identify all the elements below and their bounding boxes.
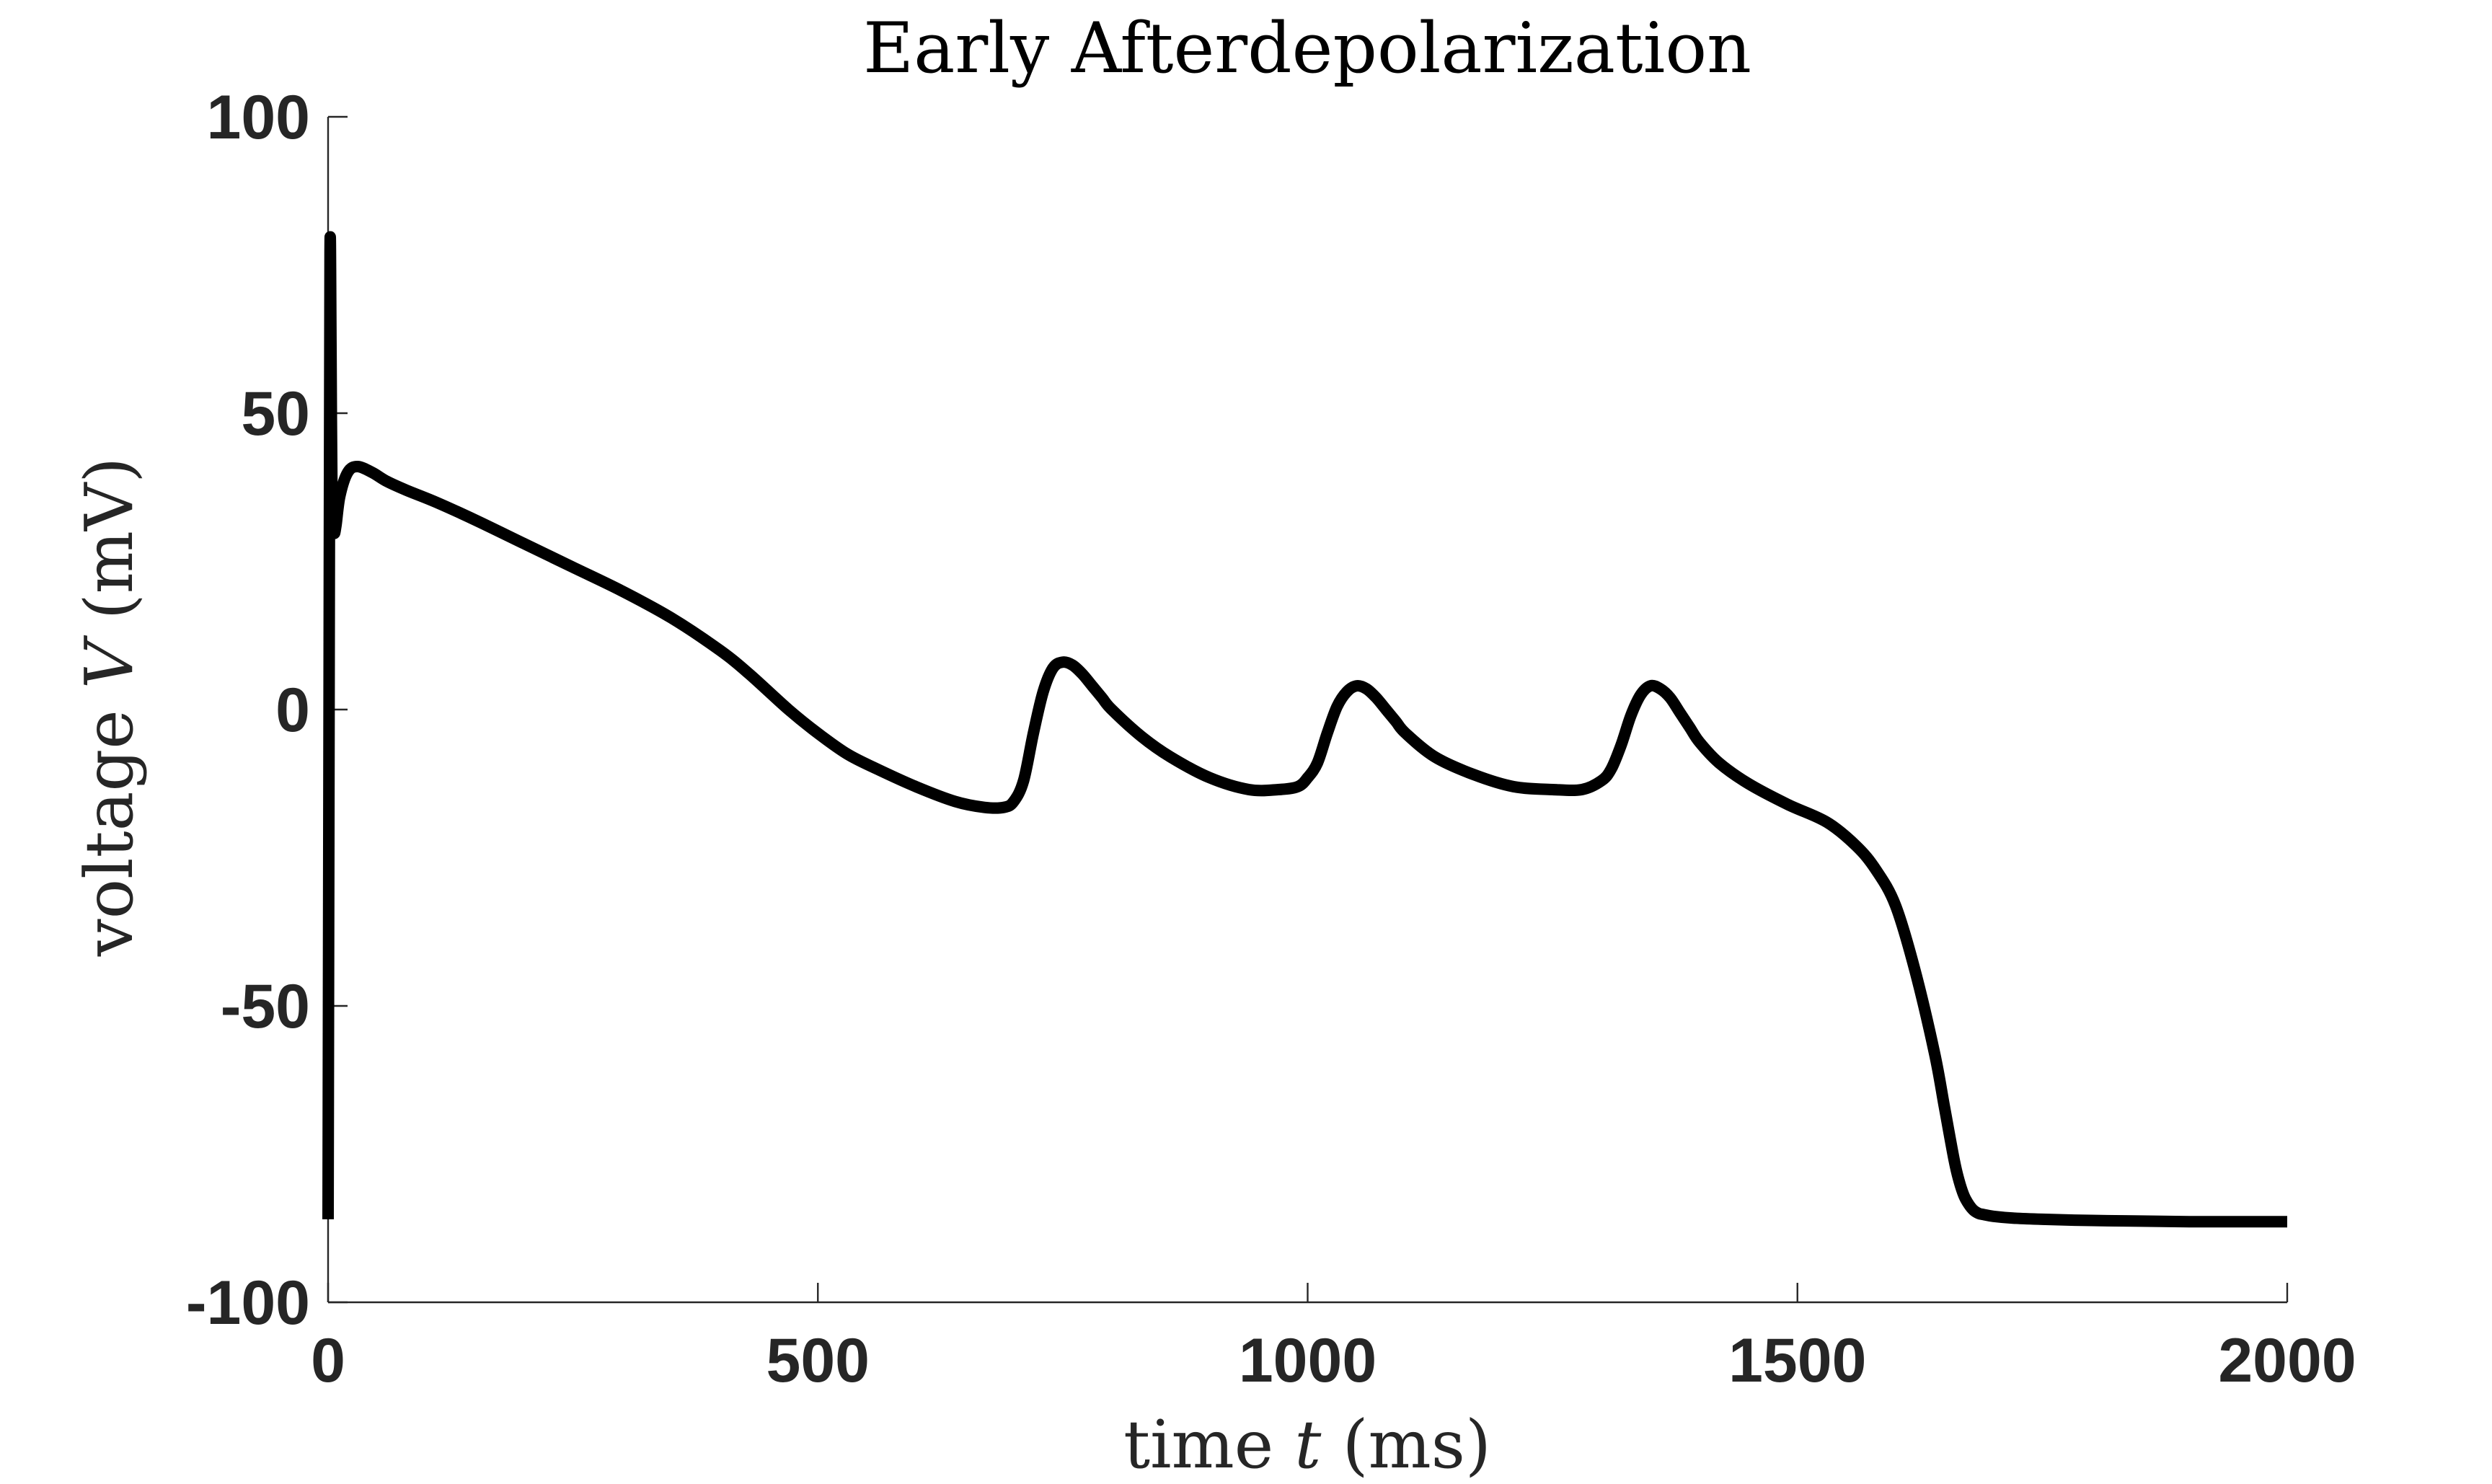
x-axis-label: time t (ms) <box>1123 1406 1491 1483</box>
y-tick-label: 0 <box>275 676 310 745</box>
y-axis-label-variable: V <box>71 635 148 689</box>
y-tick-label: -50 <box>221 972 310 1041</box>
x-axis-label-variable: t <box>1294 1406 1322 1483</box>
y-tick-label: -100 <box>186 1268 310 1338</box>
y-axis-label-suffix: (mV) <box>71 457 148 641</box>
axes <box>327 117 2287 1304</box>
chart-title: Early Afterdepolarization <box>863 8 1751 89</box>
x-tick-label: 0 <box>311 1326 345 1395</box>
x-tick-label: 2000 <box>2218 1326 2356 1395</box>
y-tick-label: 100 <box>207 83 311 152</box>
x-axis-ticks: 0 500 1000 1500 2000 <box>311 1283 2356 1395</box>
y-tick-label: 50 <box>241 379 310 449</box>
voltage-series-line <box>322 231 2287 1228</box>
y-axis-ticks: 100 50 0 -50 -100 <box>186 83 348 1338</box>
x-tick-label: 500 <box>766 1326 870 1395</box>
x-tick-label: 1500 <box>1728 1326 1866 1395</box>
x-axis-label-prefix: time <box>1123 1406 1294 1483</box>
x-axis-label-suffix: (ms) <box>1321 1406 1490 1483</box>
series-group <box>322 231 2287 1228</box>
y-axis-label-prefix: voltage <box>71 689 148 957</box>
x-tick-label: 1000 <box>1239 1326 1377 1395</box>
y-axis-label: voltage V (mV) <box>71 457 148 957</box>
